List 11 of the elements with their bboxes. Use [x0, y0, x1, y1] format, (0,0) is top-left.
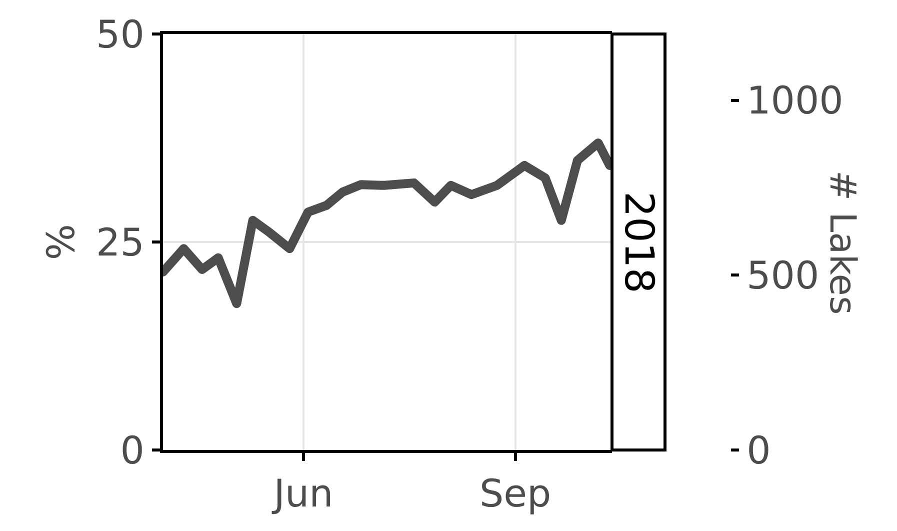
y2-axis-title: # Lakes	[822, 170, 862, 315]
x-tick-label: Sep	[479, 472, 552, 516]
y-tick-label: 25	[96, 220, 144, 264]
y2-tick-label: 0	[746, 428, 771, 472]
x-tick-label: Jun	[272, 472, 334, 516]
y-tick-label: 0	[120, 428, 144, 472]
y2-tick-label: 1000	[746, 78, 844, 123]
y-axis-title: %	[39, 224, 84, 260]
y-tick-label: 50	[96, 12, 144, 56]
y2-tick-label: 500	[746, 254, 820, 298]
text: 2018	[616, 192, 662, 294]
